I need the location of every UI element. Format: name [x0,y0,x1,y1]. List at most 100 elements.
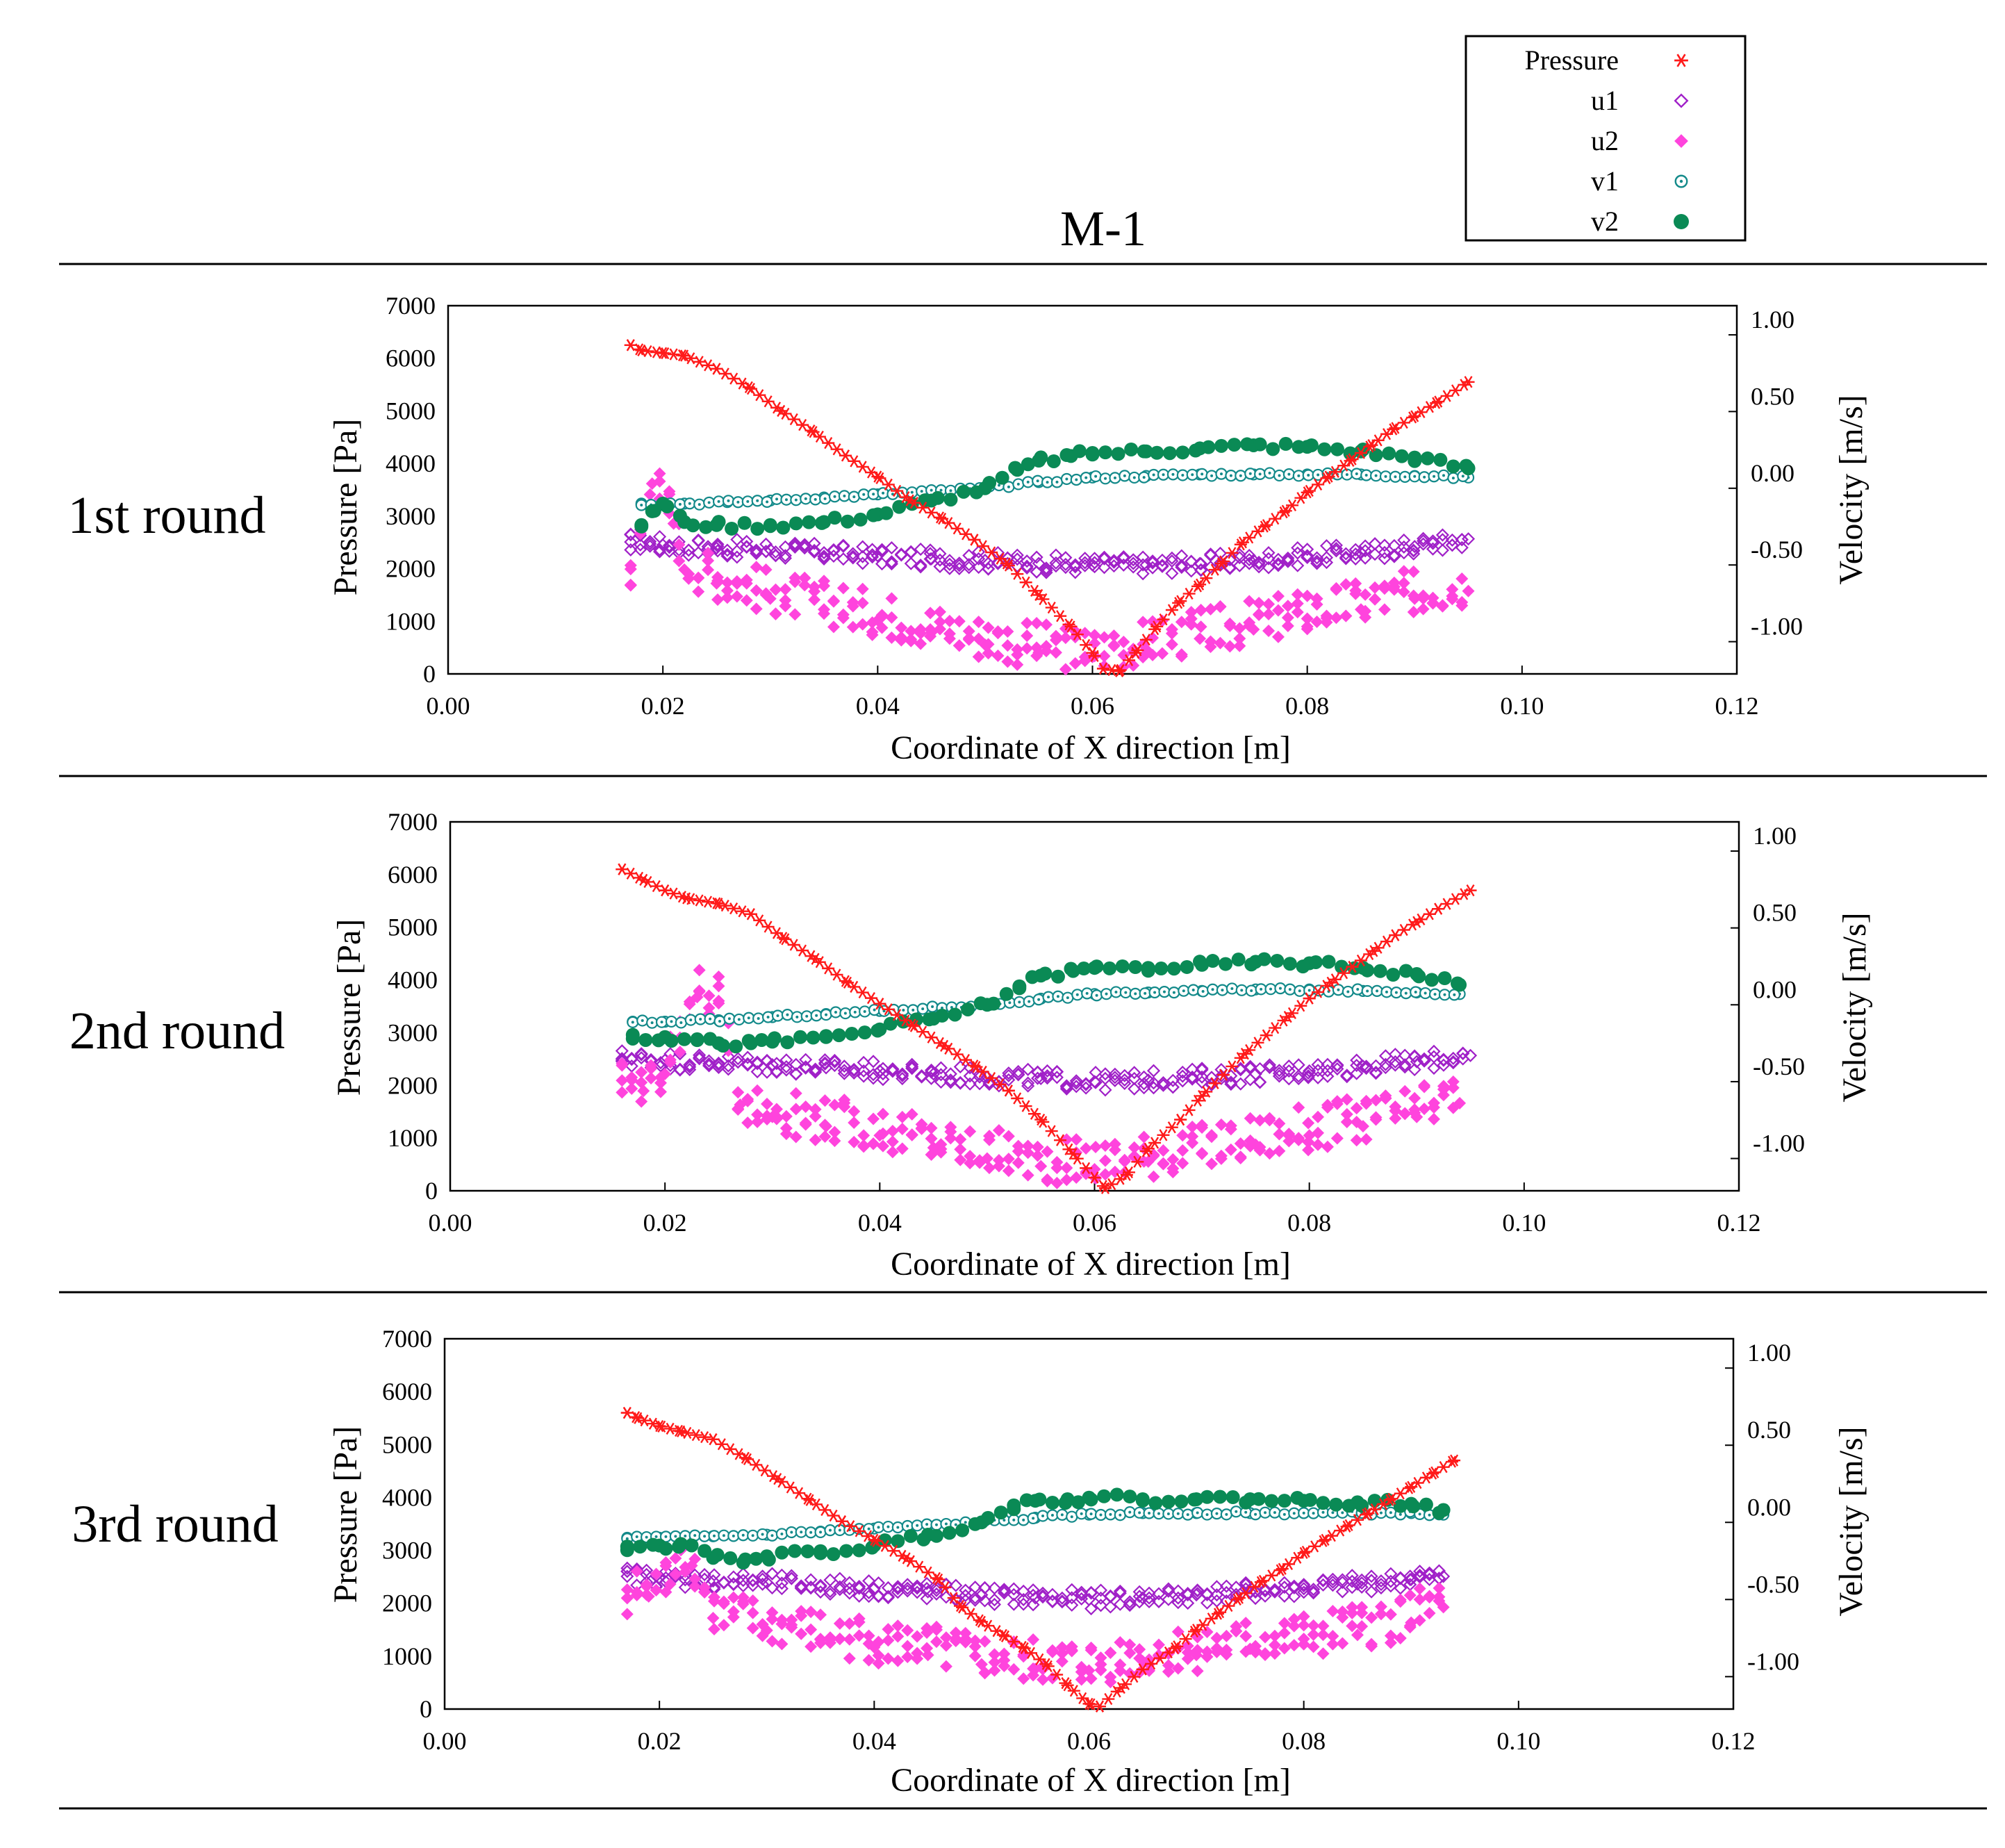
data-point [914,559,927,572]
data-point [818,1094,832,1107]
data-point [1071,1495,1086,1510]
data-point [1195,1070,1209,1084]
data-point [942,1042,955,1055]
data-point [1224,1143,1237,1156]
data-point [832,1028,846,1043]
data-point [800,1010,813,1023]
data-point [1194,563,1208,577]
data-point [1162,1584,1175,1598]
data-point [852,1525,866,1537]
data-point [718,368,732,380]
data-point [1348,547,1362,561]
data-point [835,1515,848,1528]
data-point [1268,1647,1281,1660]
data-point [759,537,773,551]
data-point [1165,604,1178,616]
data-point [1258,1583,1272,1597]
data-point [754,1032,769,1047]
data-point [1070,473,1082,486]
data-point [1432,395,1445,408]
data-point [1071,1153,1084,1165]
data-point [1316,1496,1330,1510]
data-point [837,1059,851,1073]
data-point [801,1492,814,1505]
data-point [891,1534,905,1549]
data-point [1287,1639,1301,1652]
data-point [843,1617,856,1631]
data-point [727,1530,740,1542]
data-point [900,1552,913,1565]
data-point [1220,1508,1232,1521]
data-point [1205,954,1220,968]
data-point [1162,1646,1175,1659]
data-point [711,574,725,587]
data-point [1317,1535,1330,1547]
legend-marker-u1 [1674,93,1689,108]
y-tick-label-left: 7000 [382,1325,432,1353]
data-point [727,1570,741,1584]
data-point [634,1048,648,1062]
data-point [780,1035,795,1050]
data-point [1303,484,1316,497]
data-point [1287,1619,1301,1633]
data-point [1394,1631,1407,1644]
data-point [1436,599,1449,612]
data-point [1328,465,1342,478]
data-point [1394,1487,1407,1500]
data-point [993,552,1007,565]
data-point [1408,470,1421,483]
data-point [779,407,792,420]
data-point [750,543,764,557]
data-point [1154,962,1169,976]
data-point [1428,988,1442,1000]
data-point [1158,986,1171,998]
data-point [625,1082,638,1095]
data-point [813,956,826,968]
data-point [753,389,766,402]
data-point [1231,952,1246,967]
data-point [1282,957,1297,971]
data-point [884,541,898,555]
y-axis-label-right: Velocity [m/s] [1833,1426,1870,1616]
data-point [711,515,726,529]
data-point [990,1625,1003,1637]
data-point [702,554,715,567]
data-point [1182,587,1196,600]
data-point [1099,472,1112,485]
data-point [884,557,898,571]
data-point [1194,632,1207,645]
data-point [948,1007,962,1022]
data-point [1397,585,1410,598]
data-point [1116,550,1130,564]
series-v2 [634,436,1476,536]
data-point [1282,1064,1296,1078]
data-point [1191,580,1204,593]
data-point [1448,1454,1461,1467]
data-point [765,1567,779,1581]
data-point [1214,1606,1227,1619]
data-point [833,1580,847,1594]
data-point [914,623,927,636]
data-point [925,1132,938,1145]
data-point [1355,1573,1369,1587]
data-point [988,1664,1001,1677]
data-point [1012,1145,1025,1158]
data-point [1303,1493,1317,1508]
data-point [864,991,877,1005]
data-point [1281,551,1295,565]
data-point [1262,625,1276,638]
data-point [1310,551,1324,565]
data-point [698,1567,711,1582]
data-point [1455,532,1469,547]
data-point [727,372,741,385]
data-point [662,538,676,552]
data-point [1262,608,1276,621]
data-point [1139,634,1153,646]
data-point [645,1059,658,1072]
data-point [1239,1578,1253,1592]
data-point [913,1560,926,1573]
data-point [1108,1067,1122,1081]
data-point [1268,1629,1281,1642]
data-point [1262,552,1276,566]
data-point [1301,550,1314,564]
